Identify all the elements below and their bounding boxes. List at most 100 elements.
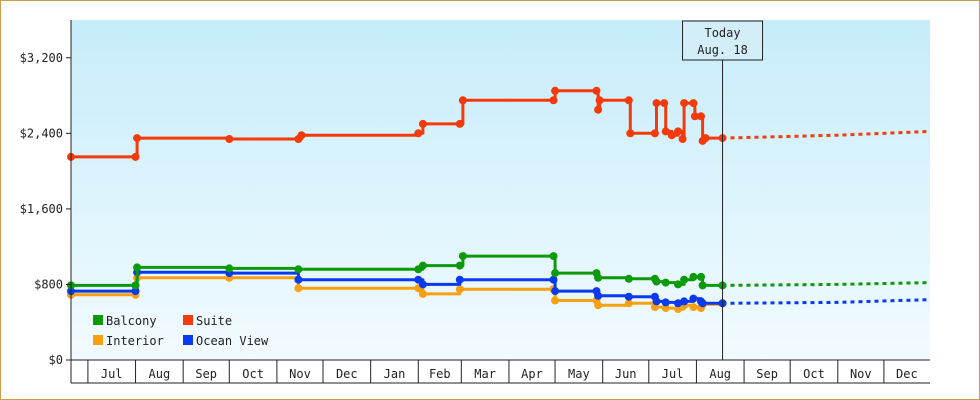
series-balcony-projection	[722, 281, 931, 287]
series-suite-point	[455, 119, 464, 128]
series-balcony-point	[661, 278, 670, 287]
x-tick-label: Dec	[896, 367, 918, 381]
series-suite-point	[660, 99, 669, 108]
today-label-box	[682, 20, 764, 61]
series-ocean-view-point	[624, 292, 633, 301]
series-suite-point	[297, 131, 306, 140]
series-suite-point	[458, 96, 467, 105]
legend-label-suite: Suite	[196, 314, 232, 328]
series-suite-point	[225, 135, 234, 143]
series-ocean-view-point	[551, 287, 560, 296]
series-suite-point	[131, 152, 140, 161]
series-suite-point	[133, 134, 142, 143]
x-tick-label: Oct	[803, 367, 825, 381]
series-ocean-view-point	[680, 297, 689, 306]
series-balcony-point	[594, 273, 603, 282]
series-balcony-point	[458, 252, 467, 261]
series-ocean-view-point	[594, 291, 603, 300]
series-interior-point	[294, 284, 303, 293]
series-suite-point	[674, 127, 682, 136]
series-interior-point	[661, 304, 670, 313]
series-ocean-view-point	[698, 299, 707, 308]
legend-swatch-balcony	[93, 315, 103, 325]
series-suite-point	[661, 127, 670, 136]
x-tick-label: Jul	[662, 367, 684, 381]
x-tick-label: Sep	[756, 367, 778, 381]
series-interior-point	[551, 296, 560, 305]
series-ocean-view-point	[294, 275, 303, 284]
series-balcony-point	[698, 281, 707, 290]
x-tick-label: Oct	[242, 367, 264, 381]
y-tick-label: $1,600	[20, 202, 63, 216]
series-ocean-view-point	[455, 275, 464, 284]
series-interior-point	[624, 299, 633, 308]
legend-swatch-interior	[93, 335, 103, 345]
legend-label-interior: Interior	[106, 334, 164, 348]
legend-swatch-ocean-view	[183, 335, 193, 345]
today-label: Today	[704, 26, 740, 40]
series-suite-point	[595, 96, 604, 105]
series-suite-point	[624, 96, 633, 105]
x-tick-label: May	[568, 367, 590, 381]
x-tick-label: Nov	[850, 367, 872, 381]
series-suite-point	[592, 86, 601, 95]
series-balcony-point	[697, 272, 705, 281]
series-balcony-point	[549, 252, 558, 261]
series-ocean-view-point	[418, 280, 427, 289]
series-balcony-point	[680, 275, 689, 284]
series-balcony-point	[225, 264, 234, 273]
plot-area	[71, 20, 930, 360]
x-tick-label: Jun	[615, 367, 637, 381]
series-suite-point	[652, 99, 661, 108]
series-interior-point	[455, 285, 464, 294]
x-tick-label: Aug	[149, 367, 171, 381]
x-tick-label: Jan	[384, 367, 406, 381]
series-suite-point	[626, 129, 635, 138]
y-tick-label: $0	[49, 353, 63, 367]
series-balcony-point	[294, 265, 303, 274]
series-balcony-point	[689, 272, 698, 281]
series-balcony-point	[674, 280, 682, 289]
series-suite-point	[680, 99, 689, 108]
series-balcony-point	[133, 263, 142, 272]
series-suite-point	[689, 99, 698, 108]
y-tick-label: $2,400	[20, 126, 63, 140]
series-suite-point	[594, 105, 603, 114]
series-suite-point	[551, 86, 560, 95]
series-balcony-point	[551, 269, 560, 278]
legend-swatch-suite	[183, 315, 193, 325]
series-ocean-view-point	[674, 299, 682, 308]
series-suite-point	[414, 129, 423, 138]
legend-label-balcony: Balcony	[106, 314, 157, 328]
series-ocean-view-point	[689, 294, 698, 303]
x-tick-label: Apr	[521, 367, 543, 381]
series-suite-point	[667, 131, 676, 140]
series-ocean-view-projection	[722, 298, 931, 305]
series-interior-point	[594, 301, 603, 310]
y-tick-label: $800	[34, 277, 63, 291]
x-tick-label: Dec	[336, 367, 358, 381]
series-ocean-view-point	[131, 287, 140, 296]
legend-label-ocean-view: Ocean View	[196, 334, 269, 348]
series-ocean-view-point	[652, 297, 661, 306]
series-balcony-point	[455, 261, 464, 270]
series-balcony-point	[418, 261, 427, 270]
series-suite-point	[690, 112, 699, 121]
series-interior-point	[674, 305, 682, 313]
x-tick-label: Nov	[289, 367, 311, 381]
x-tick-label: Mar	[474, 367, 496, 381]
x-tick-label: Feb	[429, 367, 451, 381]
today-date-label: Aug. 18	[697, 43, 748, 57]
x-tick-label: Aug	[709, 367, 731, 381]
series-ocean-view-point	[549, 275, 558, 284]
series-interior-point	[418, 289, 427, 298]
series-suite-point	[650, 129, 659, 138]
series-suite-point	[418, 119, 427, 128]
series-interior-point	[689, 303, 698, 312]
series-suite-point	[549, 96, 558, 105]
series-suite-projection	[722, 129, 931, 140]
series-suite-point	[697, 112, 705, 121]
x-tick-label: Jul	[101, 367, 123, 381]
series-balcony-point	[652, 277, 661, 286]
